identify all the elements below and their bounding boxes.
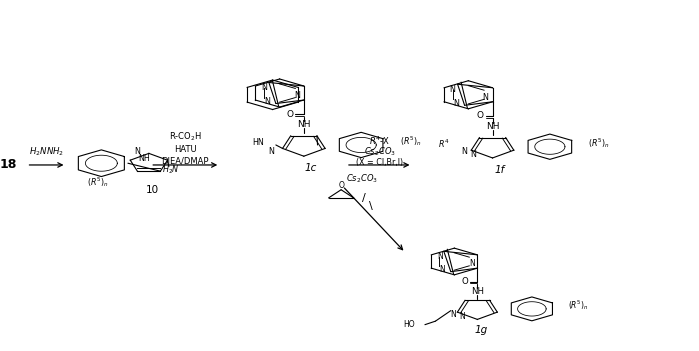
Text: \: \ (369, 201, 373, 211)
Text: 10: 10 (146, 185, 159, 194)
Text: N: N (261, 83, 267, 92)
Text: HO: HO (403, 320, 415, 329)
Text: HN: HN (252, 138, 264, 147)
Text: $Cs_2CO_3$: $Cs_2CO_3$ (363, 145, 396, 158)
Text: $(R^5)_n$: $(R^5)_n$ (589, 136, 610, 150)
Text: N: N (135, 147, 140, 156)
Text: $Cs_2CO_3$: $Cs_2CO_3$ (346, 173, 378, 185)
Text: O: O (287, 110, 294, 119)
Text: R-CO$_2$H: R-CO$_2$H (169, 131, 201, 143)
Text: N: N (264, 97, 271, 106)
Text: N: N (470, 150, 477, 159)
Text: $H_2N$: $H_2N$ (162, 164, 180, 176)
Text: N: N (450, 310, 456, 319)
Text: N: N (437, 252, 442, 261)
Text: $(R^5)_n$: $(R^5)_n$ (400, 134, 421, 148)
Text: N: N (440, 265, 445, 274)
Text: 1f: 1f (494, 165, 505, 174)
Text: NH: NH (138, 154, 150, 163)
Text: (X = Cl,Br,I): (X = Cl,Br,I) (356, 158, 403, 167)
Text: NH: NH (297, 120, 310, 129)
Text: N: N (482, 93, 489, 102)
Text: DIEA/DMAP: DIEA/DMAP (161, 157, 209, 166)
Text: $(R^5)_n$: $(R^5)_n$ (568, 298, 589, 312)
Text: /: / (362, 193, 366, 203)
Text: $H_2NNH_2$: $H_2NNH_2$ (29, 145, 64, 158)
Text: N: N (268, 147, 275, 156)
Text: N: N (449, 85, 456, 94)
Text: $(R^5)_n$: $(R^5)_n$ (87, 176, 108, 190)
Text: N: N (459, 312, 465, 321)
Text: $R^4$: $R^4$ (438, 138, 449, 150)
Text: N: N (453, 99, 459, 108)
Text: O: O (461, 277, 468, 286)
Text: NH: NH (486, 122, 499, 131)
Text: N: N (294, 91, 300, 100)
Text: 18: 18 (0, 158, 17, 172)
Text: NH: NH (471, 287, 484, 296)
Text: HATU: HATU (174, 145, 196, 154)
Text: O: O (338, 181, 344, 190)
Text: N: N (461, 147, 468, 157)
Text: N: N (469, 259, 475, 269)
Text: $R^4$-X: $R^4$-X (369, 134, 390, 147)
Text: 1c: 1c (305, 163, 317, 173)
Text: 1g: 1g (474, 325, 487, 335)
Text: O: O (477, 111, 484, 120)
